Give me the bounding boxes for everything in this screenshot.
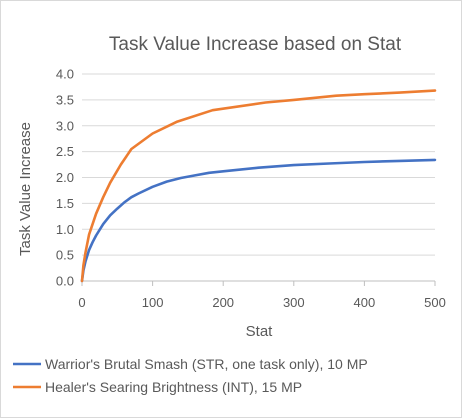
x-tick-labels: 0 100 200 300 400 500: [78, 295, 445, 310]
y-axis-title: Task Value Increase: [17, 122, 34, 256]
x-tick-label: 100: [142, 295, 164, 310]
y-tick-label: 2.5: [56, 144, 74, 159]
series-lines: [80, 89, 437, 283]
y-tick-label: 0.0: [56, 274, 74, 289]
y-tick-label: 1.5: [56, 196, 74, 211]
legend: Warrior's Brutal Smash (STR, one task on…: [13, 356, 368, 395]
y-tick-label: 3.5: [56, 92, 74, 107]
x-tick-label: 0: [78, 295, 85, 310]
series-line-1: [80, 158, 437, 283]
x-tick-label: 300: [283, 295, 305, 310]
y-tick-label: 4.0: [56, 67, 74, 82]
x-tick-label: 200: [212, 295, 234, 310]
x-tick-label: 400: [354, 295, 376, 310]
y-tick-labels: 0.0 0.5 1.0 1.5 2.0 2.5 3.0 3.5 4.0: [56, 67, 74, 289]
series-line-2: [80, 89, 437, 283]
legend-label-2: Healer's Searing Brightness (INT), 15 MP: [45, 379, 302, 395]
chart-title: Task Value Increase based on Stat: [109, 34, 402, 55]
gridlines: [82, 73, 435, 256]
y-tick-label: 1.0: [56, 222, 74, 237]
legend-label-1: Warrior's Brutal Smash (STR, one task on…: [45, 356, 368, 372]
y-tick-label: 0.5: [56, 248, 74, 263]
axes: [81, 280, 436, 286]
x-tick-label: 500: [424, 295, 446, 310]
y-tick-label: 3.0: [56, 118, 74, 133]
y-tick-label: 2.0: [56, 170, 74, 185]
x-axis-title: Stat: [246, 323, 274, 340]
